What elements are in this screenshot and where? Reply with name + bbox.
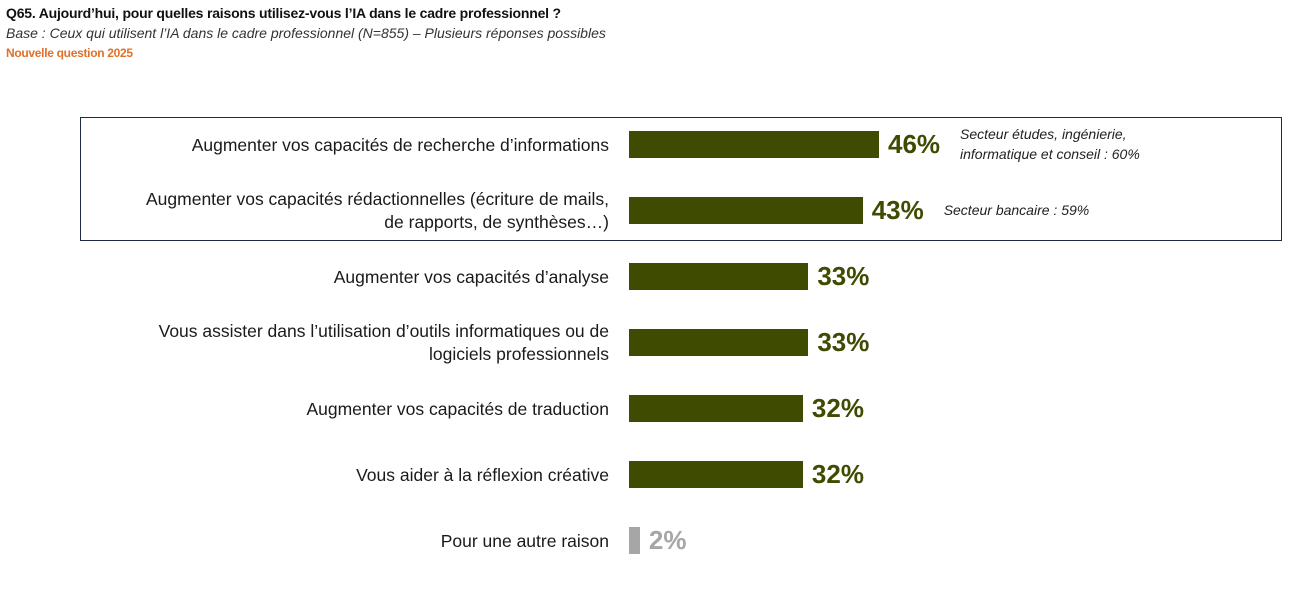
category-label: Pour une autre raison bbox=[441, 530, 609, 553]
category-label: Augmenter vos capacités de traduction bbox=[306, 398, 609, 421]
value-label: 33% bbox=[817, 261, 870, 291]
highlight-box bbox=[80, 117, 1282, 241]
category-label-line: Vous aider à la réflexion créative bbox=[356, 464, 609, 485]
category-label: Augmenter vos capacités d’analyse bbox=[334, 266, 609, 289]
category-label: Augmenter vos capacités rédactionnelles … bbox=[146, 188, 609, 234]
sector-note-line: Secteur études, ingénierie, bbox=[960, 126, 1127, 142]
category-label-line: logiciels professionnels bbox=[429, 344, 609, 364]
bar bbox=[629, 460, 803, 488]
category-label-line: de rapports, de synthèses…) bbox=[384, 212, 609, 232]
category-label-line: Augmenter vos capacités de recherche d’i… bbox=[191, 134, 609, 155]
bar bbox=[629, 196, 863, 224]
category-label-line: Vous assister dans l’utilisation d’outil… bbox=[158, 321, 609, 341]
value-label: 46% bbox=[888, 129, 941, 159]
sector-note: Secteur études, ingénierie, informatique … bbox=[960, 124, 1140, 164]
category-label-line: Augmenter vos capacités d’analyse bbox=[333, 266, 609, 287]
bar bbox=[629, 526, 640, 554]
question-title: Q65. Aujourd’hui, pour quelles raisons u… bbox=[6, 5, 561, 21]
category-label-line: Augmenter vos capacités de traduction bbox=[306, 398, 609, 419]
sector-note: Secteur bancaire : 59% bbox=[944, 200, 1090, 220]
category-label: Vous assister dans l’utilisation d’outil… bbox=[159, 320, 609, 366]
category-label: Augmenter vos capacités de recherche d’i… bbox=[192, 134, 609, 157]
value-label: 2% bbox=[648, 525, 687, 555]
category-label-line: Pour une autre raison bbox=[440, 530, 609, 551]
value-label: 33% bbox=[817, 327, 870, 357]
sector-note-line: Secteur bancaire : 59% bbox=[943, 202, 1090, 218]
category-label: Vous aider à la réflexion créative bbox=[356, 464, 609, 487]
bar bbox=[629, 262, 809, 290]
value-label: 32% bbox=[811, 459, 864, 489]
bar bbox=[629, 130, 879, 158]
sector-note-line: informatique et conseil : 60% bbox=[960, 146, 1140, 162]
bar bbox=[629, 394, 803, 422]
category-label-line: Augmenter vos capacités rédactionnelles … bbox=[146, 189, 609, 209]
question-base: Base : Ceux qui utilisent l’IA dans le c… bbox=[6, 25, 606, 41]
value-label: 43% bbox=[871, 195, 924, 225]
value-label: 32% bbox=[811, 393, 864, 423]
bar bbox=[629, 328, 809, 356]
new-question-tag: Nouvelle question 2025 bbox=[6, 46, 133, 60]
